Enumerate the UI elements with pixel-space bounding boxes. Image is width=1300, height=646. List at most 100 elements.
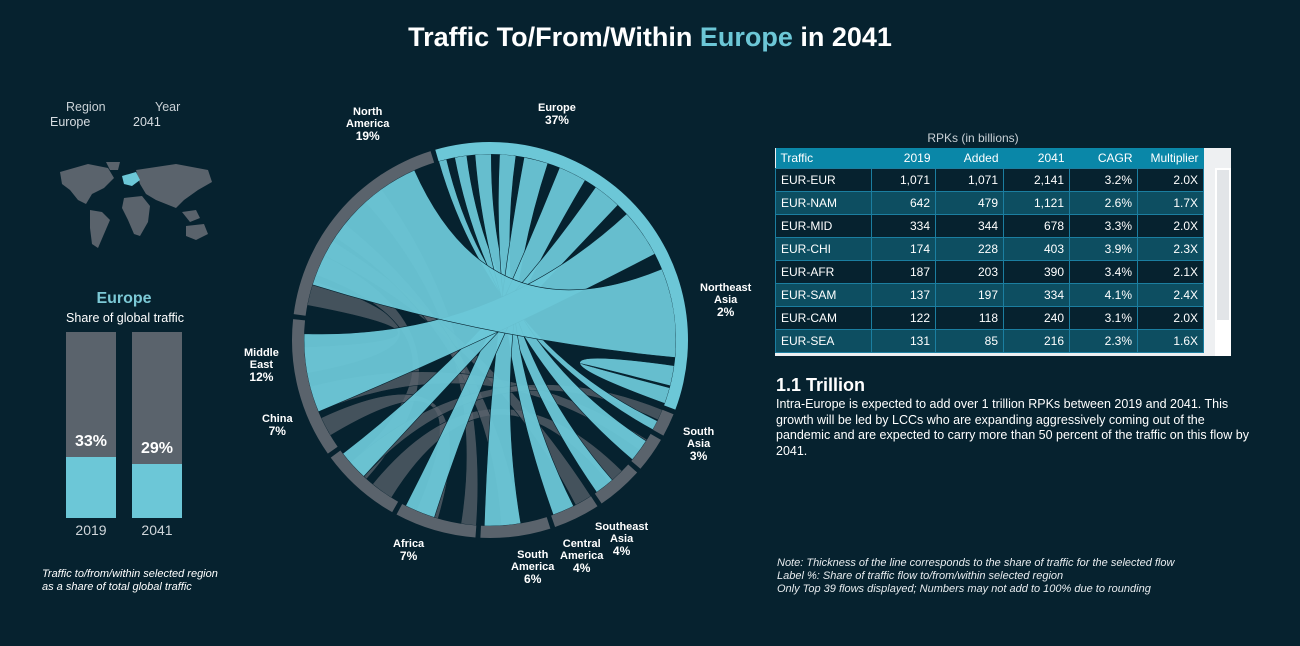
table-cell: 2,141 bbox=[1003, 168, 1070, 192]
chord-arc-segment bbox=[480, 517, 551, 538]
share-bar-year: 2019 bbox=[75, 522, 107, 538]
chord-arc-segment bbox=[293, 151, 435, 316]
map-southeast-asia bbox=[182, 210, 200, 222]
table-cell: 122 bbox=[871, 306, 936, 330]
table-cell: 3.3% bbox=[1069, 214, 1138, 238]
footnote: Note: Thickness of the line corresponds … bbox=[777, 557, 1175, 569]
share-bar-fill bbox=[132, 464, 182, 518]
label-china: China 7% bbox=[262, 413, 293, 438]
share-bar-label: 33% bbox=[74, 432, 108, 450]
label-north-america: North America 19% bbox=[346, 106, 390, 143]
footnote: Label %: Share of traffic flow to/from/w… bbox=[777, 570, 1064, 582]
col-cagr[interactable]: CAGR bbox=[1069, 148, 1138, 169]
year-filter-value[interactable]: 2041 bbox=[133, 115, 161, 129]
map-asia bbox=[136, 164, 212, 208]
table-cell: 131 bbox=[871, 329, 936, 353]
table-row[interactable]: EUR-SEA 131 85 216 2.3% 1.6X bbox=[775, 329, 1204, 353]
footnotes: Note: Thickness of the line corresponds … bbox=[777, 557, 1174, 596]
table-row[interactable]: EUR-CHI 174 228 403 3.9% 2.3X bbox=[775, 237, 1204, 261]
table-cell: 2.3% bbox=[1069, 329, 1138, 353]
label-southeast-asia: Southeast Asia 4% bbox=[595, 521, 649, 558]
chord-arc-segment bbox=[435, 142, 688, 410]
table-cell: 197 bbox=[935, 283, 1004, 307]
col-traffic[interactable]: Traffic bbox=[775, 148, 872, 169]
label-middle-east: Middle East 12% bbox=[244, 347, 279, 384]
map-australia bbox=[186, 224, 208, 240]
table-cell: 479 bbox=[935, 191, 1004, 215]
chord-ribbons bbox=[303, 153, 677, 527]
table-cell: 1,071 bbox=[935, 168, 1004, 192]
region-filter-value[interactable]: Europe bbox=[50, 115, 91, 129]
label-europe: Europe 37% bbox=[538, 102, 576, 127]
table-cell: EUR-CHI bbox=[775, 237, 872, 261]
table-cell: EUR-AFR bbox=[775, 260, 872, 284]
insight-body: Intra-Europe is expected to add over 1 t… bbox=[776, 397, 1249, 458]
label-south-america: South America 6% bbox=[511, 549, 555, 586]
share-subtitle: Share of global traffic bbox=[66, 311, 184, 325]
table-row[interactable]: EUR-MID 334 344 678 3.3% 2.0X bbox=[775, 214, 1204, 238]
label-south-asia: South Asia 3% bbox=[683, 426, 715, 463]
table-row[interactable]: EUR-CAM 122 118 240 3.1% 2.0X bbox=[775, 306, 1204, 330]
label-northeast-asia: Northeast Asia 2% bbox=[700, 282, 752, 319]
col-2041[interactable]: 2041 bbox=[1003, 148, 1070, 169]
table-caption: RPKs (in billions) bbox=[927, 131, 1019, 145]
table-cell: 344 bbox=[935, 214, 1004, 238]
table-row[interactable]: EUR-NAM 642 479 1,121 2.6% 1.7X bbox=[775, 191, 1204, 215]
chord-arc-segment bbox=[551, 496, 598, 528]
chord-arc-segment bbox=[330, 450, 399, 513]
table-cell: 137 bbox=[871, 283, 936, 307]
share-bar-2019[interactable]: 33% bbox=[66, 332, 116, 518]
table-cell: 3.1% bbox=[1069, 306, 1138, 330]
table-cell: 1,121 bbox=[1003, 191, 1070, 215]
label-africa: Africa 7% bbox=[393, 538, 425, 563]
table-row[interactable]: EUR-AFR 187 203 390 3.4% 2.1X bbox=[775, 260, 1204, 284]
table-cell: 2.3X bbox=[1137, 237, 1204, 261]
share-bar-year: 2041 bbox=[141, 522, 173, 538]
label-central-america: Central America 4% bbox=[560, 538, 604, 575]
chord-arc-segment bbox=[292, 319, 338, 454]
chord-diagram[interactable] bbox=[280, 130, 700, 550]
table-cell: 2.0X bbox=[1137, 168, 1204, 192]
table-row[interactable]: EUR-EUR 1,071 1,071 2,141 3.2% 2.0X bbox=[775, 168, 1204, 192]
col-2019[interactable]: 2019 bbox=[871, 148, 936, 169]
chord-arc-segment bbox=[631, 433, 661, 469]
table-cell: 228 bbox=[935, 237, 1004, 261]
chord-arc-segment bbox=[594, 464, 638, 504]
map-south-america bbox=[90, 210, 110, 248]
table-cell: 3.2% bbox=[1069, 168, 1138, 192]
chord-arc-segment bbox=[652, 409, 674, 436]
table-cell: 678 bbox=[1003, 214, 1070, 238]
year-filter-header: Year bbox=[155, 100, 181, 114]
table-scrollbar[interactable] bbox=[1215, 168, 1231, 356]
table-header-row: Traffic 2019 Added 2041 CAGR Multiplier bbox=[775, 148, 1204, 169]
table-cell: 3.9% bbox=[1069, 237, 1138, 261]
rpk-table[interactable]: Traffic 2019 Added 2041 CAGR Multiplier … bbox=[775, 148, 1231, 356]
share-bar-2041[interactable]: 29% bbox=[132, 332, 182, 518]
share-note: Traffic to/from/within selected region a… bbox=[42, 568, 218, 593]
col-multiplier[interactable]: Multiplier bbox=[1137, 148, 1204, 169]
footnote: Only Top 39 flows displayed; Numbers may… bbox=[777, 583, 1151, 595]
share-bar-label: 29% bbox=[140, 440, 174, 458]
table-cell: 2.0X bbox=[1137, 214, 1204, 238]
table-cell: 2.6% bbox=[1069, 191, 1138, 215]
table-cell: 85 bbox=[935, 329, 1004, 353]
table-scrollbar-thumb[interactable] bbox=[1217, 170, 1229, 320]
table-cell: 390 bbox=[1003, 260, 1070, 284]
table-cell: 642 bbox=[871, 191, 936, 215]
world-map[interactable] bbox=[46, 160, 222, 256]
title-region-highlight: Europe bbox=[699, 22, 793, 52]
map-africa bbox=[122, 196, 150, 236]
table-cell: 334 bbox=[1003, 283, 1070, 307]
table-cell: 174 bbox=[871, 237, 936, 261]
table-cell: 1.6X bbox=[1137, 329, 1204, 353]
table-cell: 403 bbox=[1003, 237, 1070, 261]
table-cell: 2.4X bbox=[1137, 283, 1204, 307]
table-cell: 203 bbox=[935, 260, 1004, 284]
col-added[interactable]: Added bbox=[935, 148, 1004, 169]
share-region-name: Europe bbox=[96, 290, 152, 307]
chord-arc-segment bbox=[396, 503, 477, 538]
page-title: Traffic To/From/Within Europe in 2041 bbox=[408, 22, 892, 52]
share-bar-fill bbox=[66, 456, 116, 518]
chord-ribbon bbox=[311, 169, 677, 358]
table-row[interactable]: EUR-SAM 137 197 334 4.1% 2.4X bbox=[775, 283, 1204, 307]
